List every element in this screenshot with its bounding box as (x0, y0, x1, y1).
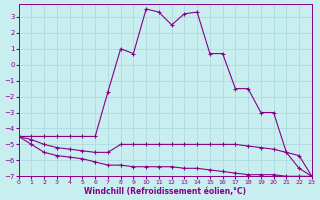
X-axis label: Windchill (Refroidissement éolien,°C): Windchill (Refroidissement éolien,°C) (84, 187, 246, 196)
